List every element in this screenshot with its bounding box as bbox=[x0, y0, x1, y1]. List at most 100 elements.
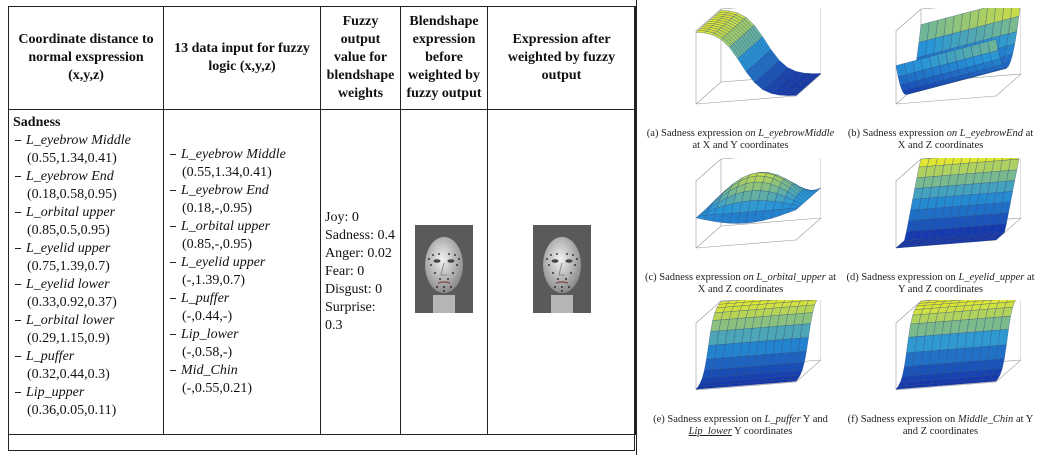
list-item: L_orbital upper (0.85,-,0.95) bbox=[168, 218, 316, 254]
surface-quad bbox=[1009, 8, 1020, 19]
figure: (e) Sadness expression on L_puffer Y and… bbox=[643, 300, 838, 438]
header-cell: Coordinate distance to normal exspressio… bbox=[8, 6, 164, 110]
bullet-dash bbox=[15, 320, 21, 322]
surface-quad bbox=[695, 385, 707, 390]
item-name-line: L_eyelid lower bbox=[15, 277, 110, 292]
marker-dot bbox=[443, 290, 445, 292]
caption-part: Y and bbox=[800, 414, 828, 425]
item-name: L_eyelid upper bbox=[181, 255, 266, 270]
nose bbox=[557, 262, 565, 276]
marker-dot bbox=[573, 264, 576, 266]
item-name: Lip_upper bbox=[26, 385, 85, 400]
figure: (a) Sadness expression on L_eyebrowMiddl… bbox=[643, 8, 838, 152]
item-name-line: L_eyebrow End bbox=[15, 169, 114, 184]
figure-caption: (d) Sadness expression on L_eyelid_upper… bbox=[843, 272, 1038, 296]
item-coords: (0.55,1.34,0.41) bbox=[27, 151, 117, 166]
item-name-line: Mid_Chin bbox=[170, 363, 238, 378]
caption-part: at Y and Z coordinates bbox=[902, 414, 1034, 437]
marker-dot bbox=[551, 272, 554, 274]
fuzzy-output: Sadness: 0.4 bbox=[325, 228, 395, 243]
axis-box-line bbox=[695, 8, 721, 32]
mouth bbox=[555, 281, 568, 284]
item-coords: (0.36,0.05,0.11) bbox=[27, 403, 117, 418]
surface-quad bbox=[786, 378, 798, 383]
eye bbox=[551, 259, 558, 263]
item-name-line: L_puffer bbox=[170, 291, 229, 306]
figure-caption: (f) Sadness expression on Middle_Chin at… bbox=[843, 414, 1038, 438]
axis-box-line bbox=[795, 217, 821, 241]
item-name-line: Lip_upper bbox=[15, 385, 84, 400]
surface-quad bbox=[986, 378, 998, 383]
header-cell: Fuzzy output value for blendshape weight… bbox=[320, 6, 401, 110]
item-coords: (-,0.55,0.21) bbox=[182, 381, 252, 396]
bullet-dash bbox=[15, 392, 21, 394]
axis-box-line bbox=[995, 73, 1021, 97]
mouth bbox=[437, 281, 451, 284]
header-row: Coordinate distance to normal exspressio… bbox=[8, 6, 636, 110]
item-coords: (0.18,0.58,0.95) bbox=[27, 187, 117, 202]
bullet-dash bbox=[170, 262, 176, 264]
item-coords: (0.33,0.92,0.37) bbox=[27, 295, 117, 310]
marker-dot bbox=[452, 272, 454, 274]
face-image bbox=[415, 225, 473, 313]
axis-box-line bbox=[695, 81, 721, 105]
caption-part: on L_eyebrowMiddle bbox=[745, 128, 835, 139]
item-name: L_eyelid lower bbox=[26, 277, 110, 292]
axis-box-line bbox=[720, 217, 821, 227]
item-name: L_eyelid upper bbox=[26, 241, 111, 256]
axis-box-line bbox=[720, 8, 737, 10]
input-list: L_eyebrow Middle (0.55,1.34,0.41) L_eyebro… bbox=[168, 146, 316, 398]
marker-dot bbox=[560, 286, 563, 288]
fuzzy-list: Joy: 0 Sadness: 0.4 Anger: 0.02 Fear: 0 Disg… bbox=[325, 209, 396, 335]
bullet-dash bbox=[170, 154, 176, 156]
axis-box-line bbox=[895, 158, 921, 182]
caption-part: at X and Y coordinates bbox=[692, 140, 789, 151]
list-item: Lip_lower (-,0.58,-) bbox=[168, 326, 316, 362]
marker-dot bbox=[556, 278, 559, 280]
surface-plot bbox=[895, 158, 1021, 249]
bullet-dash bbox=[15, 284, 21, 286]
distance-cell: Sadness L_eyebrow Middle (0.55,1.34,0.41) L… bbox=[8, 109, 164, 435]
figure-caption: (c) Sadness expression on L_orbital_uppe… bbox=[643, 272, 838, 296]
marker-dot bbox=[430, 264, 432, 266]
figure-caption: (e) Sadness expression on L_puffer Y and… bbox=[643, 414, 838, 438]
marker-dot bbox=[443, 286, 445, 288]
caption-part: Y coordinates bbox=[731, 426, 793, 437]
caption-part: (e) Sadness expression on bbox=[653, 414, 765, 425]
caption-part: L_puffer bbox=[764, 414, 801, 425]
marker-dot bbox=[447, 278, 449, 280]
marker-dot bbox=[428, 258, 430, 260]
surface-quad bbox=[986, 237, 999, 241]
marker-dot bbox=[448, 253, 450, 255]
bullet-dash bbox=[170, 334, 176, 336]
item-name-line: L_orbital lower bbox=[15, 313, 114, 328]
item-coords: (0.18,-,0.95) bbox=[182, 201, 252, 216]
fuzzy-output: Joy: 0 bbox=[325, 210, 359, 225]
axis-box-line bbox=[695, 239, 796, 249]
bullet-dash bbox=[15, 356, 21, 358]
eye bbox=[565, 259, 572, 263]
surface-plot bbox=[895, 8, 1021, 105]
item-name: L_puffer bbox=[26, 349, 75, 364]
face-after-cell bbox=[487, 109, 636, 435]
surface-plot bbox=[695, 300, 821, 391]
marker-dot bbox=[575, 258, 578, 260]
axis-box-line bbox=[695, 381, 796, 391]
face-image bbox=[532, 225, 591, 313]
marker-dot bbox=[432, 254, 434, 256]
marker-dot bbox=[565, 253, 568, 255]
list-item: L_orbital upper (0.85,0.5,0.95) bbox=[13, 204, 159, 240]
item-name: L_eyebrow Middle bbox=[26, 133, 131, 148]
item-name: L_eyebrow End bbox=[181, 183, 269, 198]
marker-dot bbox=[555, 253, 558, 255]
marker-dot bbox=[458, 258, 460, 260]
surface-quad bbox=[786, 207, 799, 214]
bullet-dash bbox=[170, 226, 176, 228]
marker-dot bbox=[450, 286, 452, 288]
item-name-line: L_orbital upper bbox=[170, 219, 270, 234]
fuzzy-output: Disgust: 0 bbox=[325, 282, 383, 297]
list-item: L_eyebrow End (0.18,0.58,0.95) bbox=[13, 168, 159, 204]
marker-dot bbox=[456, 264, 458, 266]
caption-part: at Y and Z coordinates bbox=[897, 272, 1035, 295]
caption-part: (b) Sadness expression bbox=[847, 128, 947, 139]
